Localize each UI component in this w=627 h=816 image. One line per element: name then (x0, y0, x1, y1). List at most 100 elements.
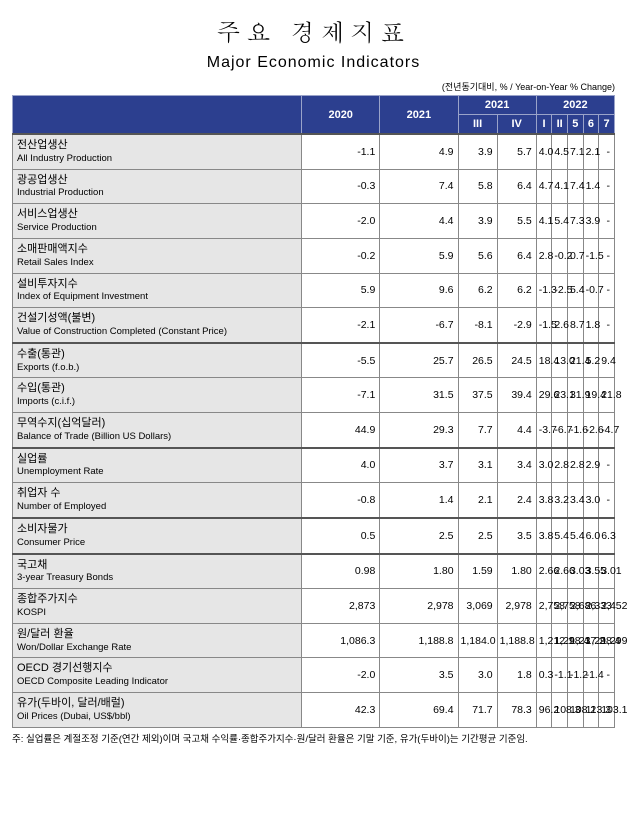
data-cell: -6.7 (552, 413, 568, 448)
data-cell: 7.4 (380, 169, 458, 204)
data-cell: 2,978 (380, 589, 458, 624)
data-cell: 31.9 (567, 378, 583, 413)
data-cell: - (599, 308, 615, 343)
row-label: 수출(통관)Exports (f.o.b.) (13, 343, 302, 378)
data-cell: 3.55 (583, 554, 599, 589)
indicators-table: 2020 2021 2021 2022 III IV I II 5 6 7 전산… (12, 95, 615, 728)
data-cell: -1.1 (302, 134, 380, 169)
data-cell: -0.2 (302, 238, 380, 273)
data-cell: 3.9 (458, 134, 497, 169)
data-cell: 2,758 (536, 589, 552, 624)
data-cell: 2.1 (458, 483, 497, 518)
data-cell: 1.8 (497, 658, 536, 693)
data-cell: 2,758 (552, 589, 568, 624)
data-cell: 3.01 (599, 554, 615, 589)
row-label: 취업자 수Number of Employed (13, 483, 302, 518)
table-row: 실업률Unemployment Rate4.03.73.13.43.02.82.… (13, 448, 615, 483)
data-cell: 1,212.1 (536, 623, 552, 658)
row-label-en: Number of Employed (17, 501, 297, 513)
data-cell: 4.4 (380, 204, 458, 239)
row-label: 광공업생산Industrial Production (13, 169, 302, 204)
data-cell: 2,686 (567, 589, 583, 624)
data-cell: 2.8 (552, 448, 568, 483)
header-2021-group: 2021 (458, 96, 536, 115)
row-label-en: Service Production (17, 222, 297, 234)
data-cell: 6.4 (497, 238, 536, 273)
data-cell: - (599, 448, 615, 483)
data-cell: -2.1 (302, 308, 380, 343)
row-label-en: Won/Dollar Exchange Rate (17, 642, 297, 654)
data-cell: 5.5 (497, 204, 536, 239)
header-m5: 5 (567, 115, 583, 135)
data-cell: 1,184.0 (458, 623, 497, 658)
table-row: 국고채3-year Treasury Bonds0.981.801.591.80… (13, 554, 615, 589)
row-label: 전산업생산All Industry Production (13, 134, 302, 169)
data-cell: 3.2 (552, 483, 568, 518)
data-cell: 3.8 (536, 518, 552, 554)
row-label-ko: 무역수지(십억달러) (17, 417, 297, 431)
header-q3: III (458, 115, 497, 135)
data-cell: 26.5 (458, 343, 497, 378)
data-cell: 1,188.8 (497, 623, 536, 658)
row-label-ko: 종합주가지수 (17, 593, 297, 607)
data-cell: 1,298.4 (552, 623, 568, 658)
data-cell: 6.0 (583, 518, 599, 554)
data-cell: 5.4 (567, 518, 583, 554)
data-cell: -1.6 (567, 413, 583, 448)
table-header: 2020 2021 2021 2022 III IV I II 5 6 7 (13, 96, 615, 135)
row-label-en: Retail Sales Index (17, 257, 297, 269)
data-cell: - (599, 134, 615, 169)
table-row: 원/달러 환율Won/Dollar Exchange Rate1,086.31,… (13, 623, 615, 658)
row-label-en: Oil Prices (Dubai, US$/bbl) (17, 711, 297, 723)
row-label: 서비스업생산Service Production (13, 204, 302, 239)
data-cell: -3.7 (536, 413, 552, 448)
data-cell: 0.7 (567, 238, 583, 273)
data-cell: 6.2 (458, 273, 497, 308)
footnote: 주: 실업률은 계절조정 기준(연간 제외)이며 국고채 수익률·종합주가지수·… (12, 734, 615, 746)
row-label-en: OECD Composite Leading Indicator (17, 676, 297, 688)
data-cell: 3.9 (458, 204, 497, 239)
data-cell: 3.0 (536, 448, 552, 483)
data-cell: 1,299.1 (599, 623, 615, 658)
data-cell: 21.4 (567, 343, 583, 378)
data-cell: 3.9 (583, 204, 599, 239)
row-label-ko: 소매판매액지수 (17, 243, 297, 257)
data-cell: 2.8 (536, 238, 552, 273)
data-cell: 5.4 (567, 273, 583, 308)
row-label-ko: 수입(통관) (17, 382, 297, 396)
table-row: 유가(두바이, 달러/배럴)Oil Prices (Dubai, US$/bbl… (13, 693, 615, 728)
table-row: 전산업생산All Industry Production-1.14.93.95.… (13, 134, 615, 169)
data-cell: -0.8 (302, 483, 380, 518)
table-row: 무역수지(십억달러)Balance of Trade (Billion US D… (13, 413, 615, 448)
row-label: 건설기성액(불변)Value of Construction Completed… (13, 308, 302, 343)
data-cell: 1,298.4 (583, 623, 599, 658)
data-cell: 108.3 (552, 693, 568, 728)
data-cell: - (599, 204, 615, 239)
row-label-ko: 서비스업생산 (17, 208, 297, 222)
data-cell: 6.3 (599, 518, 615, 554)
data-cell: -1.1 (552, 658, 568, 693)
data-cell: 2.66 (536, 554, 552, 589)
data-cell: 13.0 (552, 343, 568, 378)
data-cell: 78.3 (497, 693, 536, 728)
data-cell: 6.4 (497, 169, 536, 204)
data-cell: 2.9 (583, 448, 599, 483)
data-cell: -8.1 (458, 308, 497, 343)
data-cell: 1.59 (458, 554, 497, 589)
row-label-en: Index of Equipment Investment (17, 291, 297, 303)
header-m7: 7 (599, 115, 615, 135)
data-cell: 29.6 (536, 378, 552, 413)
data-cell: - (599, 483, 615, 518)
data-cell: 3.5 (380, 658, 458, 693)
row-label-en: KOSPI (17, 607, 297, 619)
data-cell: 5.9 (380, 238, 458, 273)
data-cell: 108.2 (567, 693, 583, 728)
table-row: 건설기성액(불변)Value of Construction Completed… (13, 308, 615, 343)
data-cell: 3.03 (567, 554, 583, 589)
data-cell: -1.4 (583, 658, 599, 693)
data-cell: -7.1 (302, 378, 380, 413)
data-cell: -1.3 (536, 273, 552, 308)
data-cell: -2.6 (583, 413, 599, 448)
header-m1: I (536, 115, 552, 135)
header-2020: 2020 (302, 96, 380, 135)
